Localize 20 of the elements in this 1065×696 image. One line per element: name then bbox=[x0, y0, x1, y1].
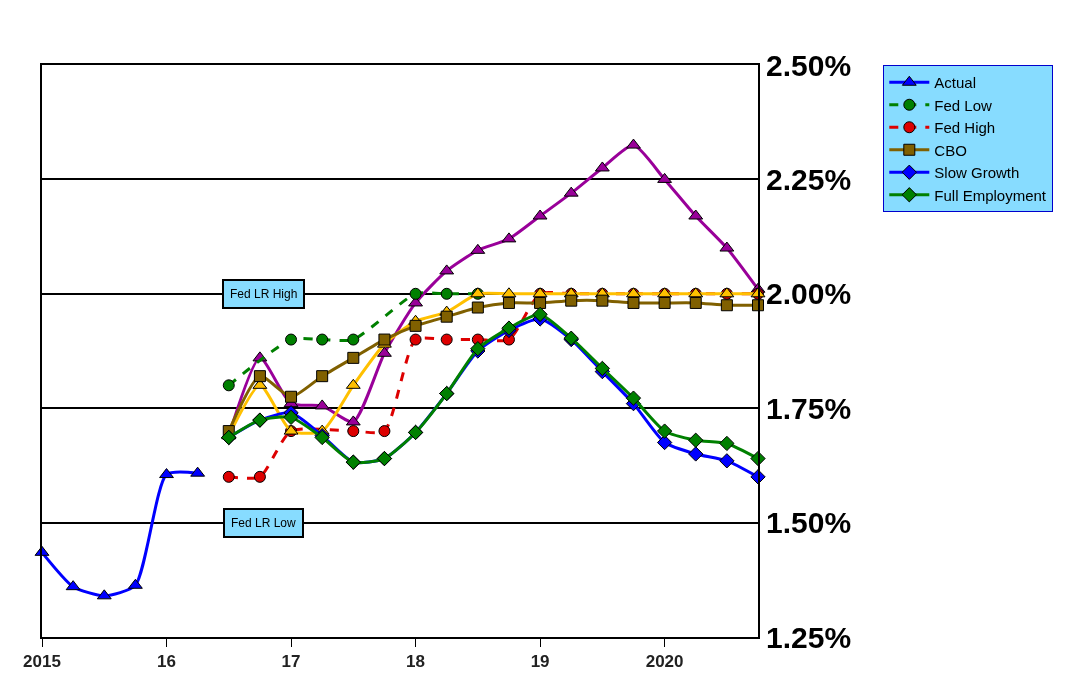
annotation: Fed LR High bbox=[230, 287, 298, 301]
x-tick-label: 2015 bbox=[23, 652, 61, 672]
legend-label: Slow Growth bbox=[934, 164, 1020, 182]
x-tick-label: 18 bbox=[406, 652, 426, 672]
y-tick-label: 2.25% bbox=[766, 162, 852, 196]
y-tick-label: 2.50% bbox=[766, 48, 852, 82]
y-tick-label: 1.50% bbox=[766, 506, 852, 540]
x-tick-label: 2020 bbox=[645, 652, 684, 672]
legend-label: CBO bbox=[934, 141, 967, 159]
legend-label: Fed Low bbox=[934, 96, 992, 114]
y-tick-label: 2.00% bbox=[766, 277, 852, 311]
y-tick-label: 1.25% bbox=[766, 620, 852, 654]
x-tick-label: 17 bbox=[281, 652, 301, 672]
legend-label: Full Employment bbox=[934, 186, 1047, 204]
annotation: Fed LR Low bbox=[231, 516, 297, 530]
legend-label: Actual bbox=[934, 74, 976, 92]
x-tick-label: 16 bbox=[157, 652, 176, 672]
x-tick-label: 19 bbox=[530, 652, 550, 672]
legend-label: Fed High bbox=[934, 119, 996, 137]
y-tick-label: 1.75% bbox=[766, 391, 852, 425]
